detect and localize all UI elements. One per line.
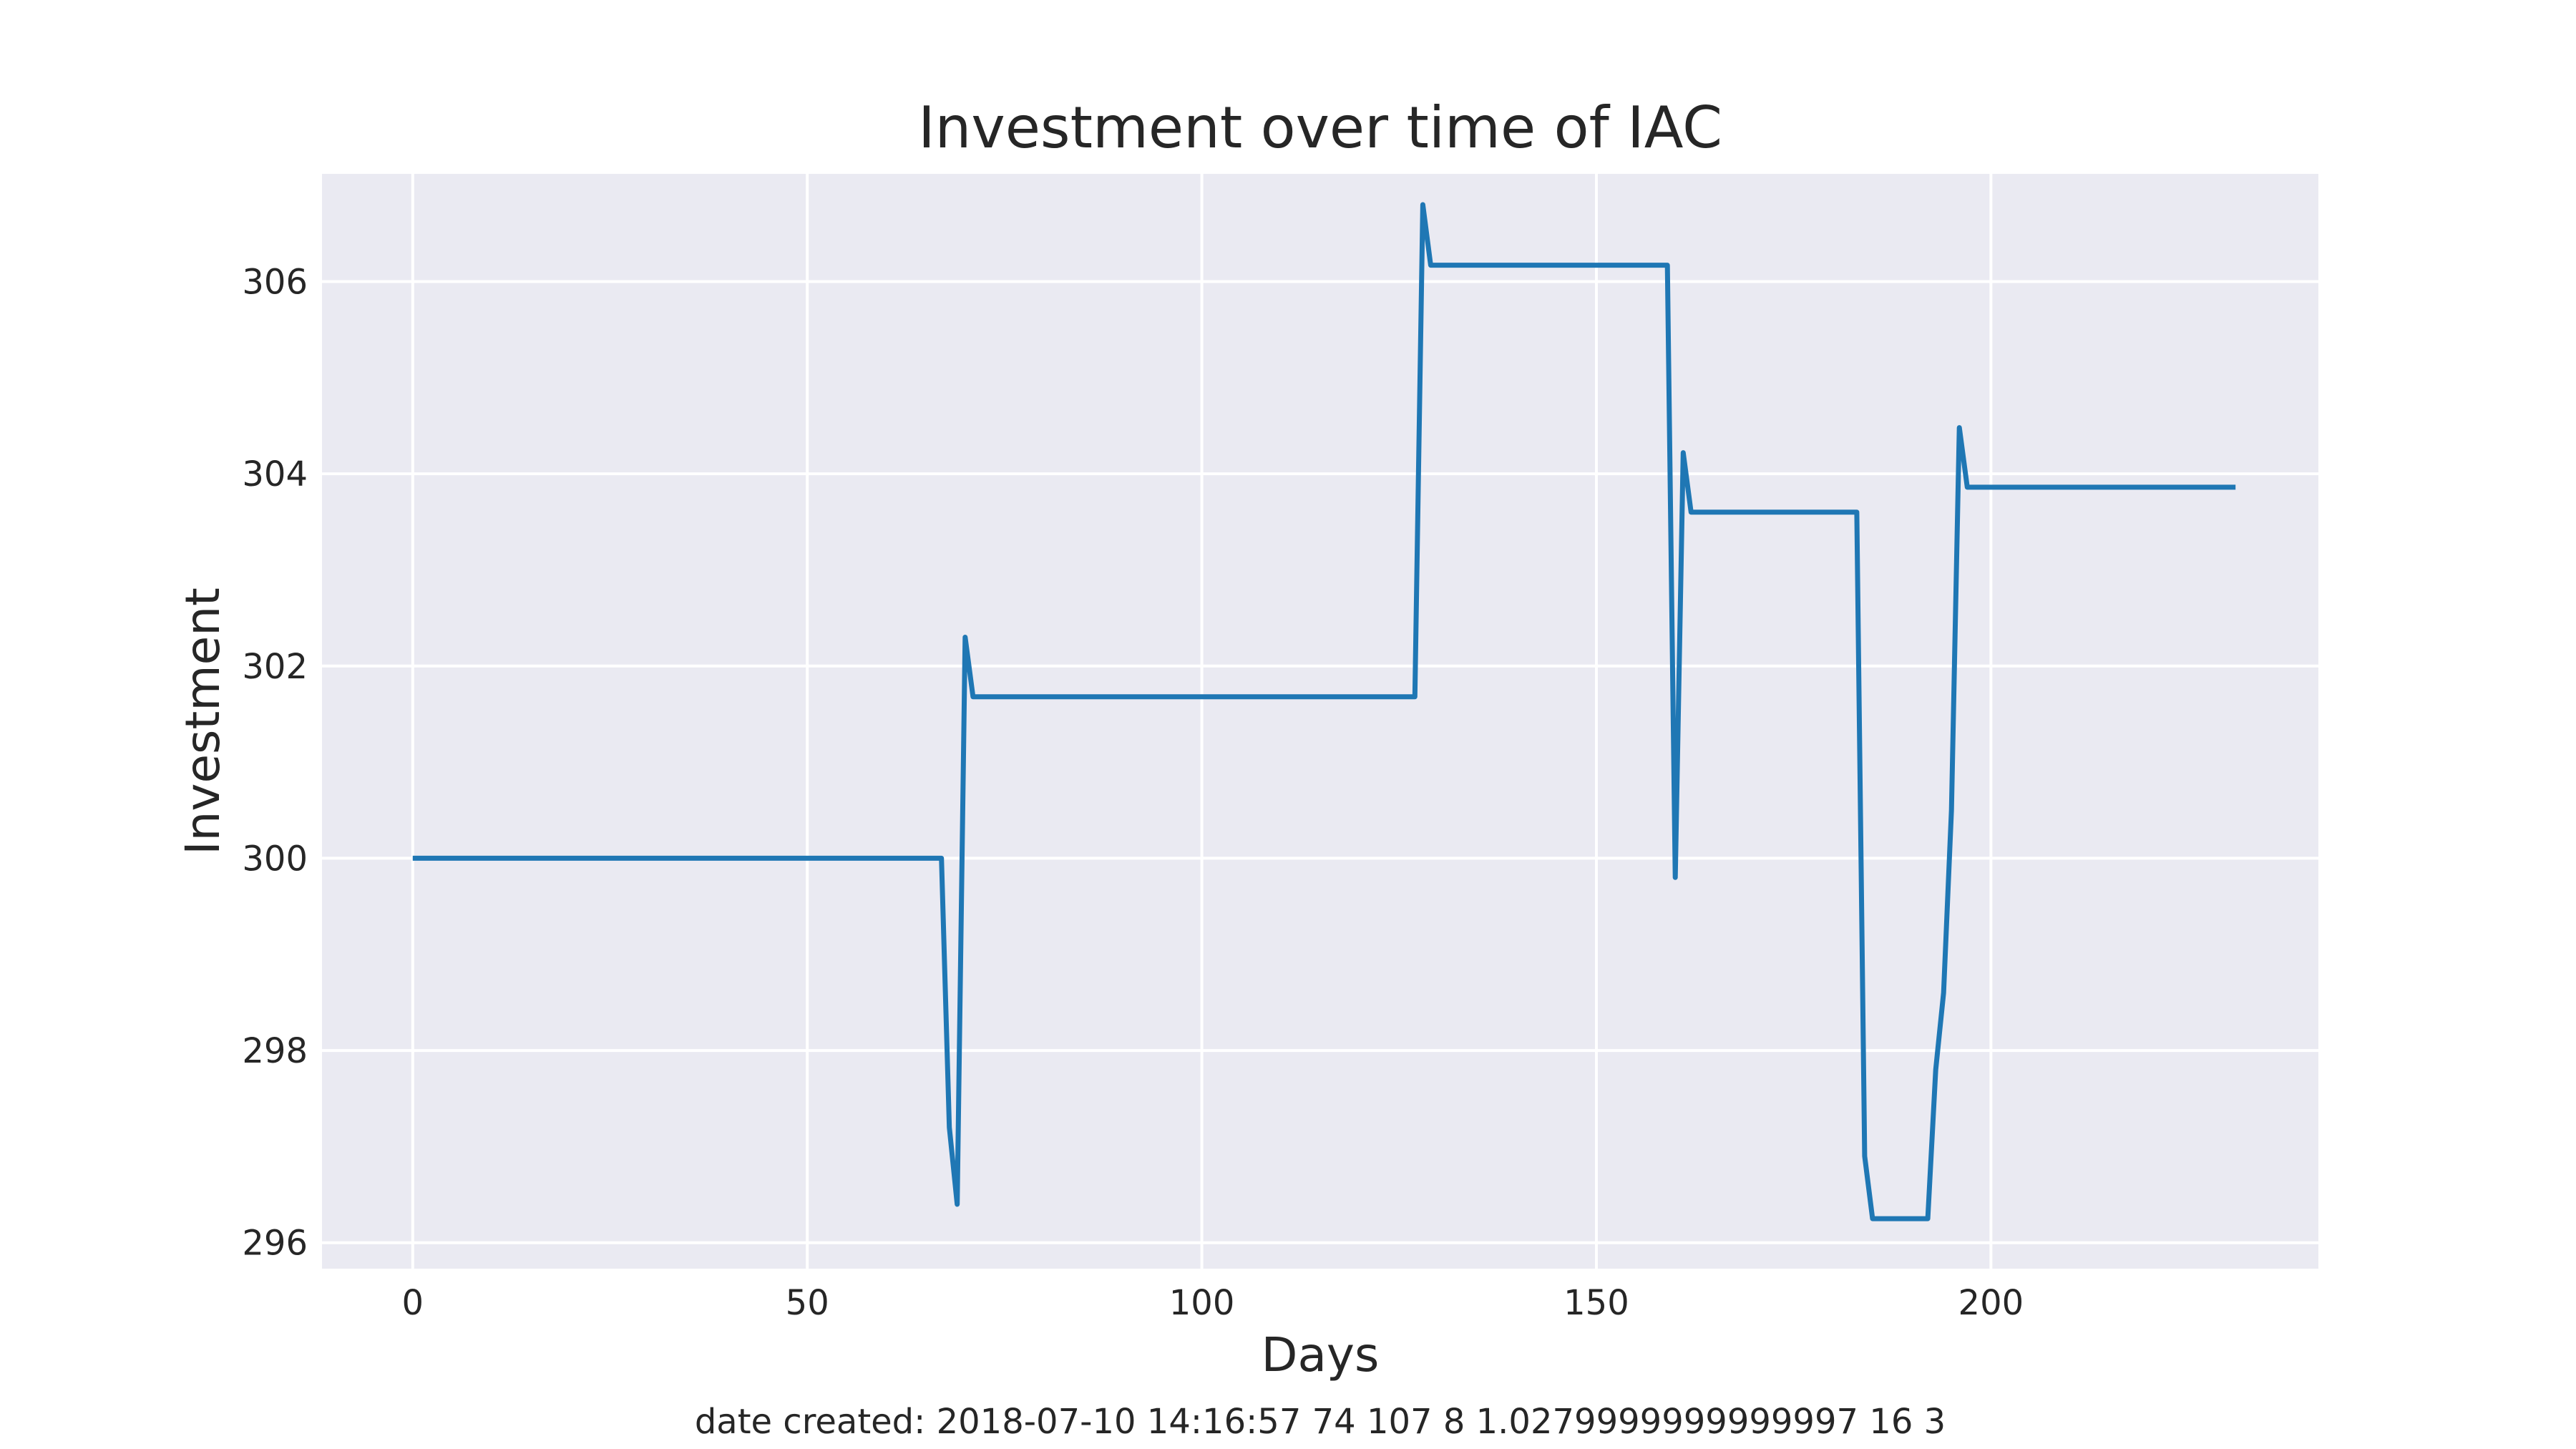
y-axis-label: Investment xyxy=(175,587,230,855)
x-tick-label: 50 xyxy=(786,1283,829,1323)
footer-caption: date created: 2018-07-10 14:16:57 74 107… xyxy=(695,1402,1946,1442)
y-tick-label: 300 xyxy=(242,839,308,879)
x-tick-label: 0 xyxy=(402,1283,424,1323)
y-axis-ticks: 296 298 300 302 304 306 xyxy=(242,262,308,1263)
x-axis-label: Days xyxy=(1262,1327,1380,1382)
y-tick-label: 298 xyxy=(242,1031,308,1071)
x-tick-label: 100 xyxy=(1169,1283,1235,1323)
chart-title: Investment over time of IAC xyxy=(918,94,1722,161)
series-line xyxy=(412,202,2236,1221)
x-axis-ticks: 0 50 100 150 200 xyxy=(402,1283,2024,1323)
x-tick-label: 200 xyxy=(1958,1283,2024,1323)
x-tick-label: 150 xyxy=(1563,1283,1629,1323)
series-layer xyxy=(412,202,2236,1221)
y-tick-label: 306 xyxy=(242,262,308,302)
y-tick-label: 304 xyxy=(242,454,308,494)
grid-lines xyxy=(322,174,2318,1269)
y-tick-label: 296 xyxy=(242,1224,308,1264)
y-tick-label: 302 xyxy=(242,647,308,687)
plot-area xyxy=(322,174,2318,1269)
